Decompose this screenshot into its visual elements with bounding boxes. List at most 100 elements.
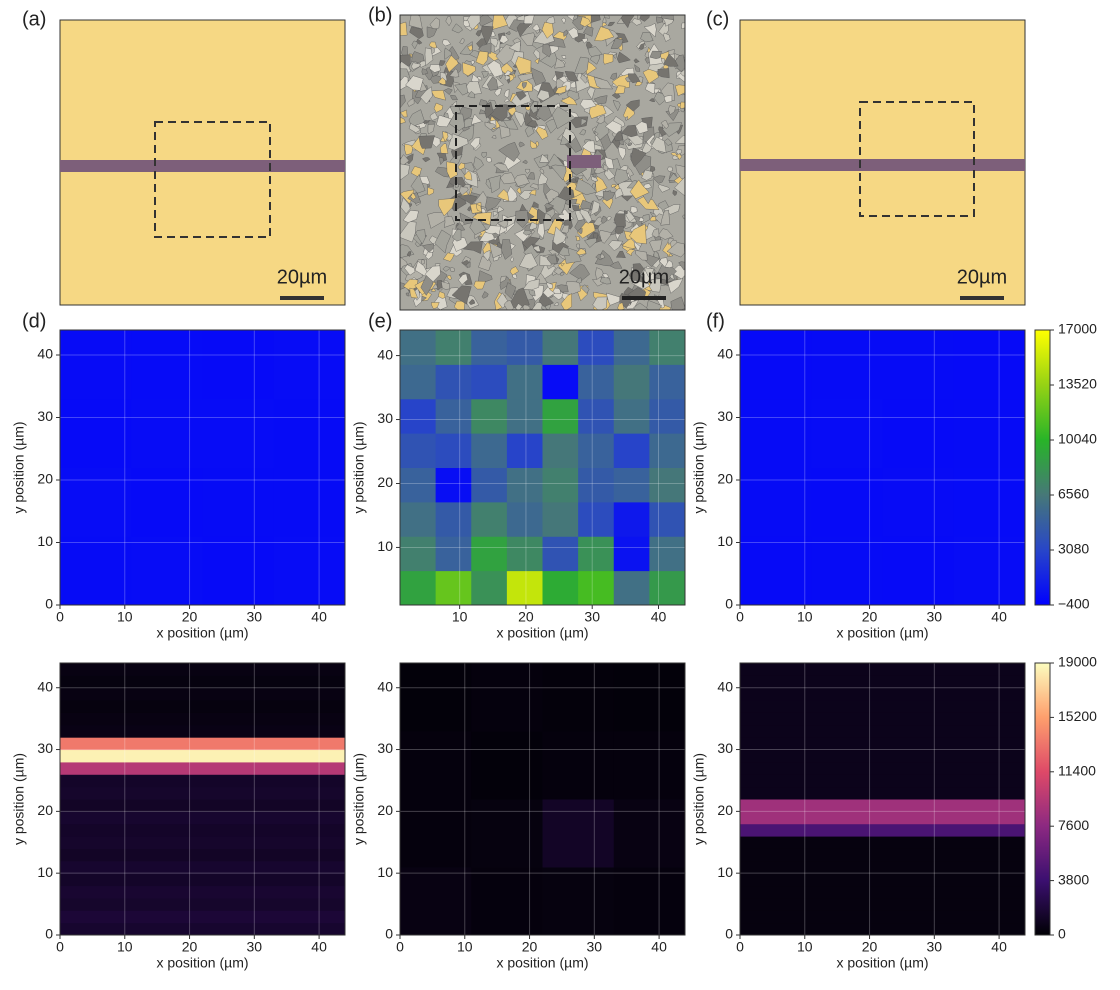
plot-frame: [739, 329, 1026, 606]
heatmap-cell: [740, 897, 1026, 911]
heatmap-cell: [740, 910, 1026, 924]
heatmap-cell: [400, 398, 437, 434]
texture: [473, 280, 486, 290]
heatmap-cell: [60, 897, 346, 911]
texture: [561, 55, 567, 59]
texture: [522, 229, 533, 236]
texture: [671, 154, 680, 161]
heatmap-cell: [740, 799, 1026, 812]
texture: [400, 94, 406, 109]
x-tick-label: 10: [117, 609, 133, 625]
texture: [552, 226, 567, 246]
texture: [475, 30, 482, 37]
plot-frame: [399, 329, 686, 606]
heatmap-cell: [471, 433, 508, 468]
x-tick-label: 20: [862, 609, 878, 625]
texture: [519, 252, 538, 270]
texture: [522, 278, 540, 291]
texture: [445, 16, 452, 27]
texture: [579, 98, 597, 110]
heatmap-cell: [400, 799, 472, 868]
texture: [629, 223, 647, 245]
heatmap-cell: [649, 570, 686, 606]
texture: [663, 95, 673, 103]
texture: [503, 88, 510, 98]
x-tick-label: 40: [651, 609, 667, 625]
texture: [564, 71, 579, 82]
texture: [400, 116, 406, 124]
heatmap-cell: [435, 570, 472, 606]
heatmap-cell: [649, 398, 686, 434]
texture: [607, 21, 616, 27]
texture: [617, 146, 626, 161]
texture: [610, 72, 618, 80]
heatmap-cell: [578, 536, 615, 572]
heatmap-cell: [506, 330, 543, 365]
heatmap-cell: [400, 536, 437, 572]
heatmap-cell: [60, 774, 346, 788]
texture: [554, 57, 566, 69]
texture: [521, 82, 527, 89]
colorbar-tick-label: 17000: [1058, 321, 1097, 337]
texture: [400, 163, 410, 181]
texture: [497, 205, 505, 213]
texture: [446, 275, 452, 280]
heatmap-cell: [400, 731, 472, 800]
texture: [427, 211, 449, 229]
heatmap-cell: [613, 330, 650, 365]
texture: [556, 284, 569, 293]
texture: [574, 177, 579, 183]
heatmap-cell: [542, 364, 579, 400]
texture: [623, 210, 628, 215]
x-axis-label: x position (µm): [836, 955, 928, 971]
texture: [579, 208, 593, 224]
texture: [457, 194, 478, 205]
texture: [510, 256, 514, 263]
heatmap-cell: [811, 330, 883, 400]
texture: [411, 62, 422, 70]
texture: [400, 75, 409, 91]
texture: [528, 288, 536, 297]
texture: [584, 237, 597, 248]
texture: [405, 75, 424, 91]
texture: [605, 120, 622, 135]
x-tick-label: 10: [452, 609, 468, 625]
texture: [481, 291, 489, 299]
texture: [429, 64, 441, 73]
heatmap-cell: [613, 467, 650, 503]
heatmap-cell: [740, 761, 1026, 775]
texture: [500, 172, 517, 185]
texture: [542, 286, 556, 299]
texture: [603, 15, 610, 19]
heatmap-cell: [471, 731, 543, 800]
texture: [518, 141, 525, 148]
texture: [448, 113, 466, 131]
heatmap-cell: [400, 570, 437, 606]
micrograph-b: 20µm: [399, 14, 686, 311]
heatmap-cell: [60, 398, 132, 468]
texture: [515, 90, 527, 101]
heatmap-cell: [471, 663, 543, 732]
heatmap-cell: [435, 501, 472, 537]
heatmap-cell: [542, 433, 579, 468]
heatmap-cell: [740, 663, 1026, 676]
panel-label: (b): [368, 4, 392, 26]
texture: [462, 20, 471, 28]
y-tick-label: 20: [717, 802, 733, 818]
texture: [463, 170, 473, 181]
texture: [492, 211, 499, 217]
texture: [472, 211, 492, 226]
heatmap-cell: [542, 570, 579, 606]
texture: [670, 296, 685, 310]
texture: [442, 39, 452, 47]
heatmap-cell: [649, 536, 686, 572]
texture: [531, 201, 539, 209]
heatmap-cell: [649, 467, 686, 503]
x-tick-label: 0: [56, 939, 64, 955]
y-axis-label: y position (µm): [691, 421, 707, 513]
texture: [494, 88, 502, 97]
x-tick-label: 10: [797, 609, 813, 625]
y-tick-label: 40: [717, 678, 733, 694]
colorbar-tick-label: 11400: [1058, 763, 1096, 779]
texture: [561, 80, 571, 92]
